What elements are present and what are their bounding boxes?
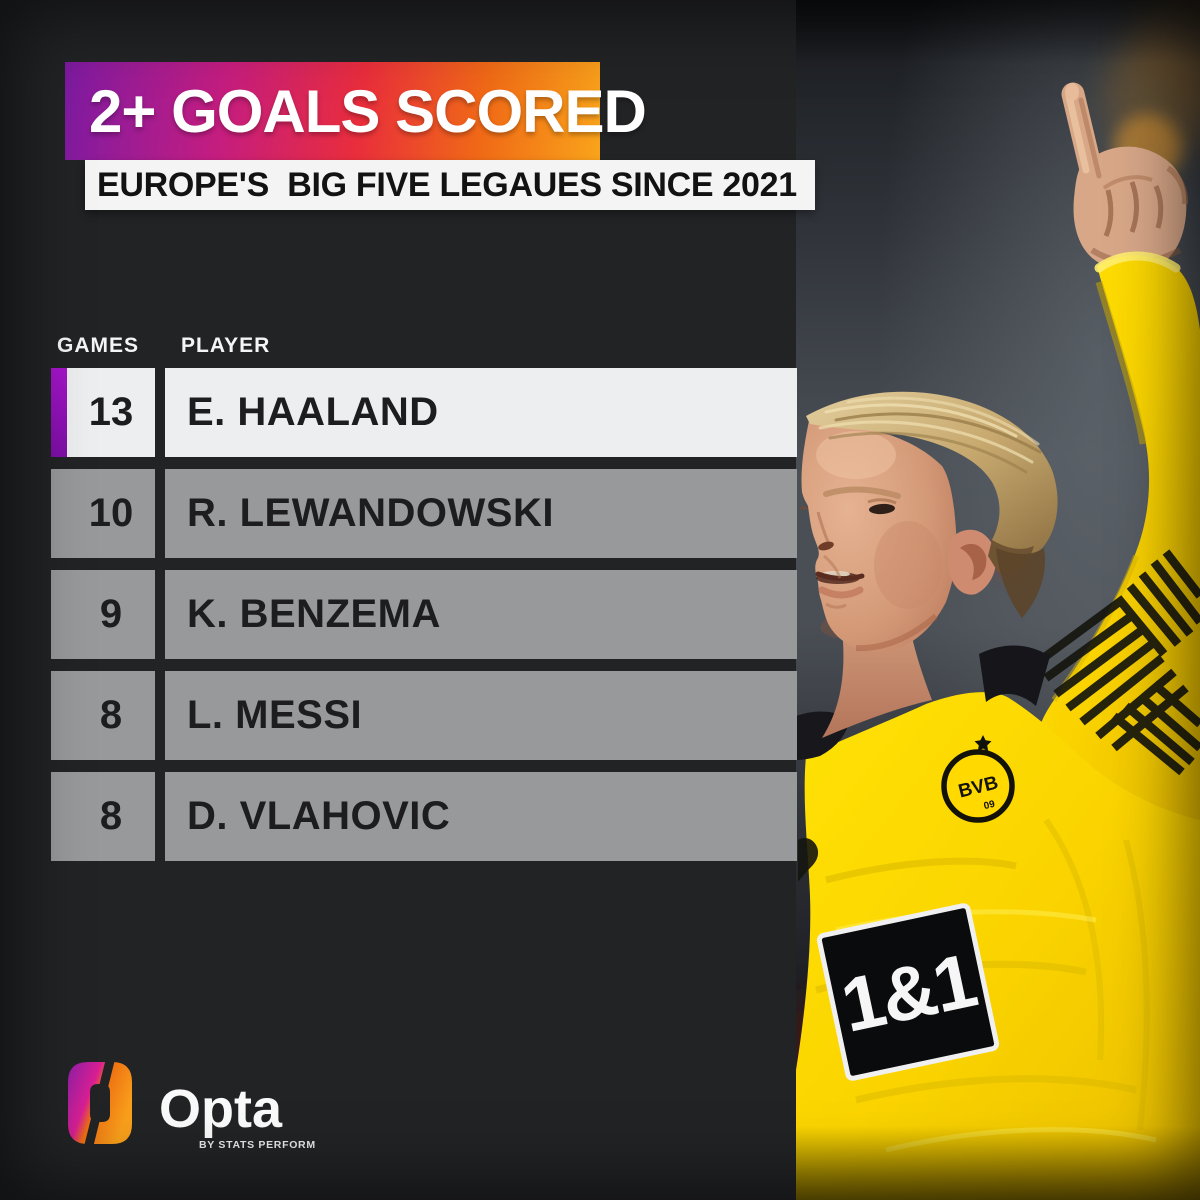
ear: [948, 529, 996, 595]
brand-tagline: BY STATS PERFORM: [199, 1139, 316, 1151]
row-stripe: [51, 469, 67, 558]
table-row-benzema: 9 K. BENZEMA: [51, 570, 797, 659]
table-header: GAMES PLAYER: [51, 334, 797, 357]
hair-behind-ear: [996, 548, 1046, 618]
title-banner: 2+ GOALS SCORED: [65, 62, 647, 160]
player-photo-illustration: BVB 09 1&1: [796, 0, 1200, 1200]
opta-branding: Opta BY STATS PERFORM: [66, 1060, 316, 1151]
sleeve-cuff-highlight: [1094, 251, 1181, 273]
table-row-lewandowski: 10 R. LEWANDOWSKI: [51, 469, 797, 558]
smile-line: [823, 554, 842, 579]
club-crest: BVB 09: [941, 735, 1015, 823]
shirt-stripes: [1035, 549, 1200, 776]
row-stripe: [51, 671, 67, 760]
player-name: E. HAALAND: [165, 368, 797, 457]
far-eye-hint: [800, 506, 808, 510]
chin-crease: [825, 602, 847, 609]
stats-table: GAMES PLAYER 13 E. HAALAND 10 R. LEWANDO…: [51, 334, 797, 873]
sleeve-shading: [1095, 281, 1147, 445]
hair: [806, 391, 1058, 557]
crest-star: [974, 735, 992, 752]
highlight-stripe: [51, 368, 67, 457]
column-header-games: GAMES: [57, 334, 140, 357]
cell-divider: [155, 570, 165, 659]
cell-divider: [155, 469, 165, 558]
player-name: K. BENZEMA: [165, 570, 797, 659]
cheek-shading: [874, 521, 942, 609]
photo-bottom-shade: [796, 1126, 1200, 1200]
nostril: [818, 541, 834, 551]
cell-divider: [155, 772, 165, 861]
hair-streaks: [818, 396, 1042, 474]
forehead-highlight: [816, 431, 896, 479]
cell-divider: [155, 368, 165, 457]
row-stripe: [51, 570, 67, 659]
opta-logo-icon: [68, 1060, 132, 1146]
eye: [869, 503, 895, 515]
games-value: 8: [67, 671, 155, 760]
page-title: 2+ GOALS SCORED: [89, 77, 647, 145]
player-name: D. VLAHOVIC: [165, 772, 797, 861]
player-name: R. LEWANDOWSKI: [165, 469, 797, 558]
player-name: L. MESSI: [165, 671, 797, 760]
jaw-shadow: [855, 613, 938, 652]
shirt-torso: [796, 692, 1200, 1200]
player-photo: BVB 09 1&1: [796, 0, 1200, 1200]
page-subtitle: EUROPE'S BIG FIVE LEGAUES SINCE 2021: [97, 165, 797, 204]
games-value: 9: [67, 570, 155, 659]
ear-inner: [960, 543, 987, 580]
brand-name: Opta: [159, 1079, 283, 1139]
table-row-vlahovic: 8 D. VLAHOVIC: [51, 772, 797, 861]
pointing-hand: [1061, 82, 1189, 271]
table-row-messi: 8 L. MESSI: [51, 671, 797, 760]
eyelid: [867, 498, 897, 505]
lower-lip: [818, 586, 864, 599]
row-stripe: [51, 772, 67, 861]
mouth-line: [815, 571, 865, 582]
eyebrow: [823, 486, 901, 499]
column-header-player: PLAYER: [181, 334, 271, 357]
brand-text: Opta BY STATS PERFORM: [159, 1082, 316, 1151]
collar-right: [979, 645, 1050, 706]
subtitle-banner: EUROPE'S BIG FIVE LEGAUES SINCE 2021: [85, 160, 815, 210]
cell-divider: [155, 671, 165, 760]
sponsor-badge: 1&1: [816, 903, 1000, 1081]
table-row-haaland: 13 E. HAALAND: [51, 368, 797, 457]
games-value: 10: [67, 469, 155, 558]
photo-top-shade: [796, 0, 1200, 64]
puma-logo: [798, 837, 819, 882]
crest-number: 09: [983, 799, 997, 812]
games-value: 13: [67, 368, 155, 457]
games-value: 8: [67, 772, 155, 861]
shirt-sleeve: [1031, 255, 1200, 840]
